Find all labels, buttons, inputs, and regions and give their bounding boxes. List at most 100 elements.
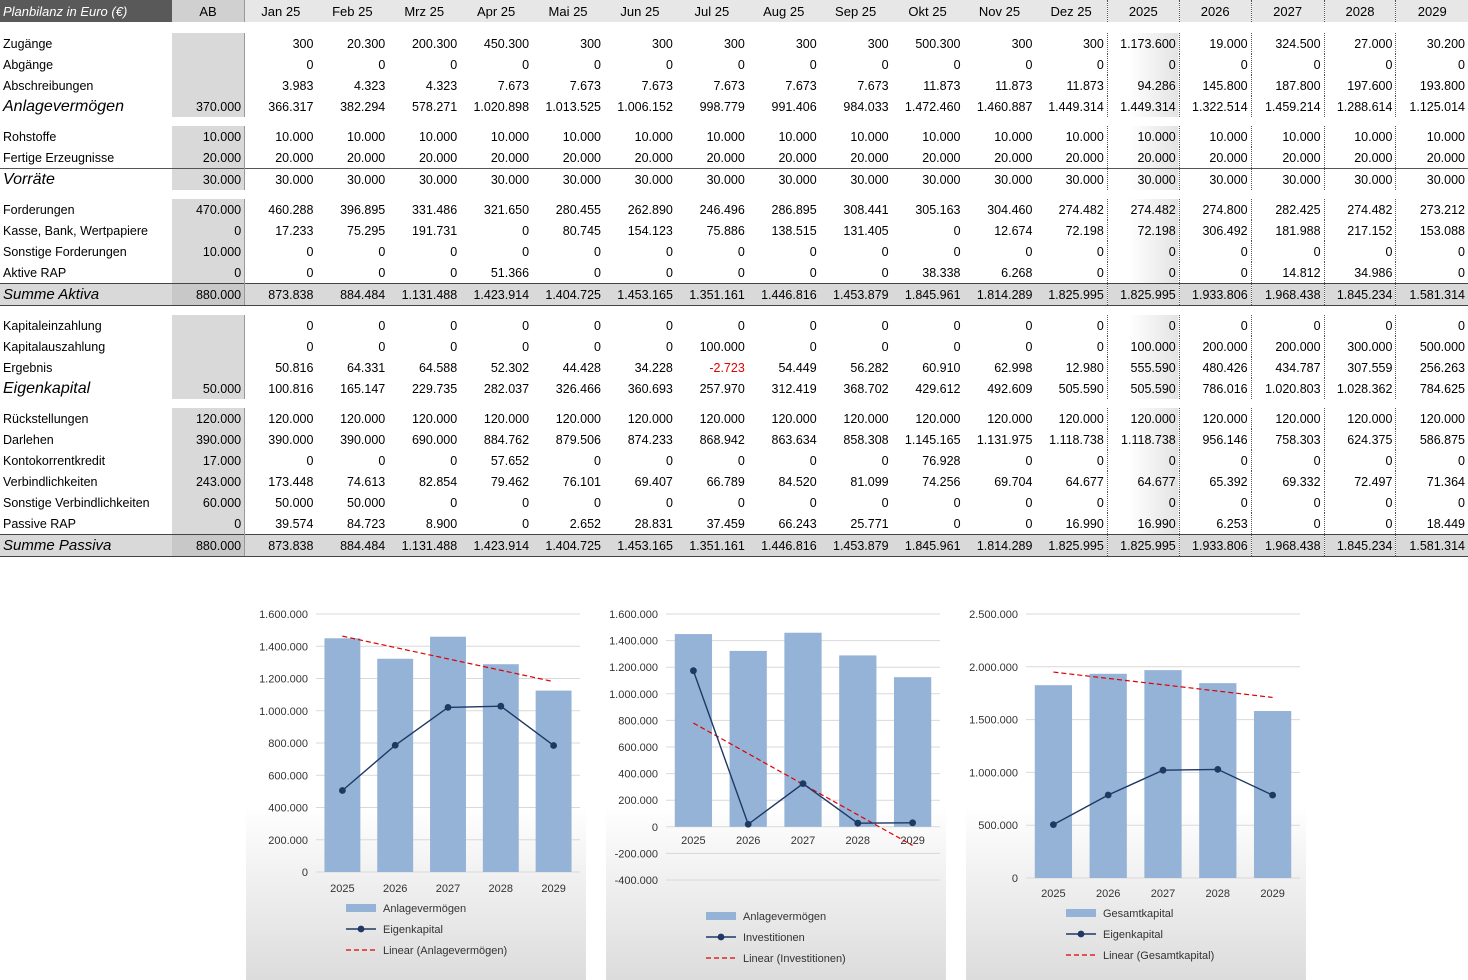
table-cell[interactable]: 1.020.803 <box>1250 378 1325 399</box>
row-label[interactable]: Ergebnis <box>3 360 53 375</box>
table-cell[interactable]: 368.702 <box>843 381 889 396</box>
table-cell[interactable]: 0 <box>1096 57 1104 72</box>
table-cell[interactable]: 181.988 <box>1250 220 1325 241</box>
table-cell[interactable]: 1.423.914 <box>460 534 533 557</box>
column-header[interactable]: Nov 25 <box>963 0 1036 22</box>
table-cell[interactable]: 480.426 <box>1178 357 1252 378</box>
table-cell[interactable]: 10.000 <box>171 126 245 147</box>
table-cell[interactable]: 30.000 <box>819 168 892 190</box>
table-cell[interactable]: 30.200 <box>1395 33 1468 54</box>
table-cell[interactable]: 3.983 <box>244 75 317 96</box>
table-cell[interactable]: 0 <box>953 57 961 72</box>
table-cell[interactable]: 0 <box>1106 54 1180 75</box>
table-cell[interactable]: 10.000 <box>1106 126 1180 147</box>
table-cell[interactable]: 282.037 <box>483 381 530 396</box>
table-cell[interactable] <box>171 315 245 336</box>
table-cell[interactable]: 1.968.438 <box>1250 283 1325 306</box>
table-cell[interactable]: 10.000 <box>1250 126 1325 147</box>
bar[interactable] <box>784 632 822 827</box>
table-cell[interactable]: 0 <box>594 453 601 468</box>
chart-gesamtkapital-eigenkapital[interactable]: 0 500.000 1.000.000 1.500.000 2.000.000 2.500… <box>966 592 1306 980</box>
table-cell[interactable]: 0 <box>737 57 745 72</box>
table-cell[interactable]: 300.000 <box>1323 336 1396 357</box>
table-cell[interactable]: 470.000 <box>171 199 245 220</box>
table-cell[interactable]: 984.033 <box>843 99 889 114</box>
table-cell[interactable]: 0 <box>378 244 386 259</box>
table-cell[interactable]: 60.910 <box>922 360 961 375</box>
table-cell[interactable]: 173.448 <box>244 471 317 492</box>
table-cell[interactable]: 1.453.879 <box>819 534 892 557</box>
table-cell[interactable]: 0 <box>522 318 530 333</box>
table-cell[interactable]: 10.000 <box>922 129 961 144</box>
table-cell[interactable]: 66.789 <box>706 474 745 489</box>
column-header[interactable]: 2028 <box>1323 0 1396 22</box>
table-cell[interactable]: 75.295 <box>347 223 386 238</box>
bar[interactable] <box>839 655 877 827</box>
table-cell[interactable]: 0 <box>171 220 245 241</box>
table-cell[interactable]: 300 <box>244 33 317 54</box>
table-cell[interactable]: 54.449 <box>778 360 817 375</box>
line-point[interactable] <box>550 742 557 749</box>
table-cell[interactable]: 1.453.165 <box>603 283 676 306</box>
table-cell[interactable]: 0 <box>1250 54 1325 75</box>
table-cell[interactable]: 0 <box>1395 315 1468 336</box>
bar[interactable] <box>430 636 466 872</box>
table-cell[interactable]: 10.000 <box>490 129 530 144</box>
table-cell[interactable]: 1.006.152 <box>617 99 673 114</box>
table-cell[interactable]: 30.000 <box>675 168 748 190</box>
table-cell[interactable]: 0 <box>378 339 386 354</box>
table-cell[interactable]: 0 <box>450 453 458 468</box>
table-cell[interactable] <box>171 33 245 54</box>
table-cell[interactable]: 7.673 <box>713 78 745 93</box>
table-cell[interactable]: 0 <box>1323 513 1396 535</box>
table-cell[interactable]: 858.308 <box>843 432 889 447</box>
table-cell[interactable]: 0 <box>378 318 386 333</box>
table-cell[interactable]: 82.854 <box>418 474 458 489</box>
table-cell[interactable]: 120.000 <box>411 411 458 426</box>
row-label[interactable]: Kapitaleinzahlung <box>3 318 102 333</box>
table-cell[interactable]: 324.500 <box>1250 33 1325 54</box>
table-cell[interactable]: 0 <box>881 265 889 280</box>
table-cell[interactable]: 1.131.488 <box>388 283 461 306</box>
table-cell[interactable]: 0 <box>1178 54 1252 75</box>
table-cell[interactable]: 586.875 <box>1395 429 1468 450</box>
table-cell[interactable]: 0 <box>1106 241 1180 262</box>
row-label[interactable]: Summe Passiva <box>0 534 172 557</box>
table-cell[interactable]: 0 <box>809 244 817 259</box>
table-cell[interactable]: 1.845.234 <box>1323 534 1396 557</box>
table-cell[interactable]: 0 <box>594 244 601 259</box>
table-cell[interactable]: 0 <box>1096 339 1104 354</box>
table-cell[interactable]: 1.013.525 <box>545 99 601 114</box>
table-cell[interactable]: 0 <box>881 57 889 72</box>
table-cell[interactable]: 10.000 <box>171 241 245 262</box>
table-cell[interactable]: 690.000 <box>411 432 458 447</box>
table-cell[interactable]: 0 <box>450 318 458 333</box>
table-cell[interactable]: 1.131.488 <box>388 534 461 557</box>
table-cell[interactable]: 492.609 <box>987 381 1033 396</box>
table-cell[interactable]: 18.449 <box>1395 513 1468 535</box>
table-cell[interactable]: 120.000 <box>1178 408 1252 429</box>
table-cell[interactable]: 0 <box>1025 318 1033 333</box>
table-cell[interactable]: 0 <box>737 495 745 510</box>
column-header[interactable]: 2026 <box>1178 0 1252 22</box>
table-cell[interactable]: 624.375 <box>1323 429 1396 450</box>
table-cell[interactable]: 0 <box>1395 262 1468 284</box>
table-cell[interactable]: 0 <box>378 453 386 468</box>
table-cell[interactable]: 360.693 <box>627 381 673 396</box>
table-cell[interactable] <box>171 54 245 75</box>
bar[interactable] <box>482 664 519 872</box>
table-cell[interactable]: 20.000 <box>490 150 530 165</box>
table-cell[interactable]: 30.000 <box>747 168 820 190</box>
table-cell[interactable]: 874.233 <box>627 432 673 447</box>
table-cell[interactable]: 1.404.725 <box>532 534 604 557</box>
column-header[interactable]: Jul 25 <box>675 0 748 22</box>
table-cell[interactable]: 434.787 <box>1250 357 1325 378</box>
table-cell[interactable]: 0 <box>1178 262 1252 284</box>
table-cell[interactable]: 10.000 <box>1323 126 1396 147</box>
table-cell[interactable]: 300 <box>652 36 673 51</box>
table-cell[interactable]: 200.000 <box>1178 336 1252 357</box>
table-cell[interactable]: 69.704 <box>994 474 1033 489</box>
table-cell[interactable]: 0 <box>1323 450 1396 471</box>
table-cell[interactable]: 38.338 <box>922 265 961 280</box>
table-cell[interactable]: 66.243 <box>778 516 817 531</box>
